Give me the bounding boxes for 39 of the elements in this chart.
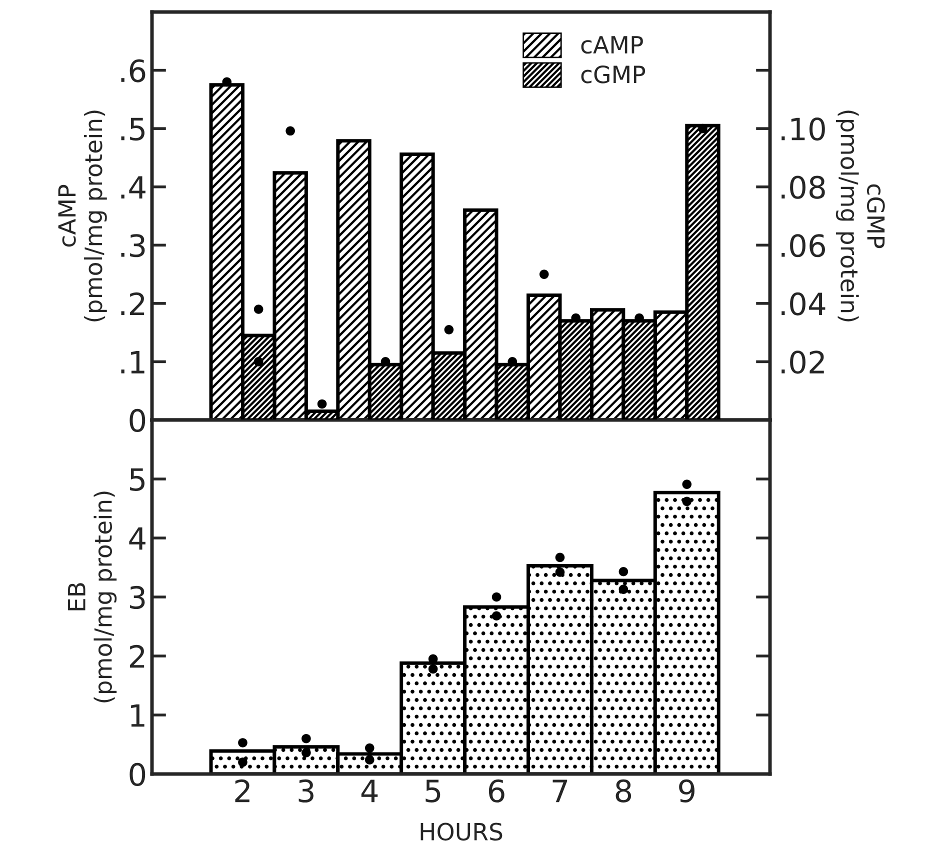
point: [380, 357, 390, 366]
y-tick-label: 4: [129, 527, 146, 550]
y2-tick-label: .04: [782, 292, 826, 316]
y-tick-label: .2: [121, 292, 144, 316]
x-tick-label: 7: [552, 780, 568, 802]
y-tick-label: 0: [130, 408, 146, 432]
y-tick-label: .6: [121, 59, 146, 82]
x-tick-label: 9: [679, 779, 694, 803]
x-axis-title: HOURS: [420, 822, 502, 841]
y-tick-label: 0: [130, 762, 146, 786]
point: [698, 124, 708, 134]
x-tick-label: 8: [616, 779, 632, 803]
x-tick-label: 5: [426, 780, 440, 803]
y-tick-label: .4: [121, 176, 146, 198]
x-tick-label: 2: [235, 779, 250, 802]
y-tick-label: 5: [130, 468, 144, 492]
y-tick-label: .1: [121, 351, 144, 374]
y2-tick-label: .10: [782, 118, 825, 141]
y2-tick-label: .08: [782, 176, 825, 199]
point: [254, 357, 264, 366]
y-tick-label: 1: [131, 704, 144, 727]
y-axis-title: EB (pmol/mg protein): [68, 492, 117, 702]
y2-axis-title: cGMP (pmol/mg protein): [836, 110, 885, 322]
x-tick-label: 3: [298, 779, 314, 803]
y-tick-label: .3: [121, 234, 145, 258]
x-tick-label: 4: [361, 780, 378, 802]
y-tick-label: .5: [121, 118, 144, 141]
legend-label: cGMP: [581, 66, 646, 84]
y2-tick-label: .06: [782, 234, 826, 258]
y-tick-label: 2: [130, 644, 144, 668]
point: [317, 399, 327, 409]
point: [508, 357, 518, 366]
point: [571, 313, 581, 323]
y2-tick-label: .02: [782, 350, 824, 374]
y-tick-label: 3: [130, 586, 145, 610]
point: [444, 325, 454, 334]
legend-label: cAMP: [581, 36, 643, 54]
x-tick-label: 6: [488, 779, 504, 803]
y-axis-title: cAMP (pmol/mg protein): [58, 110, 107, 322]
